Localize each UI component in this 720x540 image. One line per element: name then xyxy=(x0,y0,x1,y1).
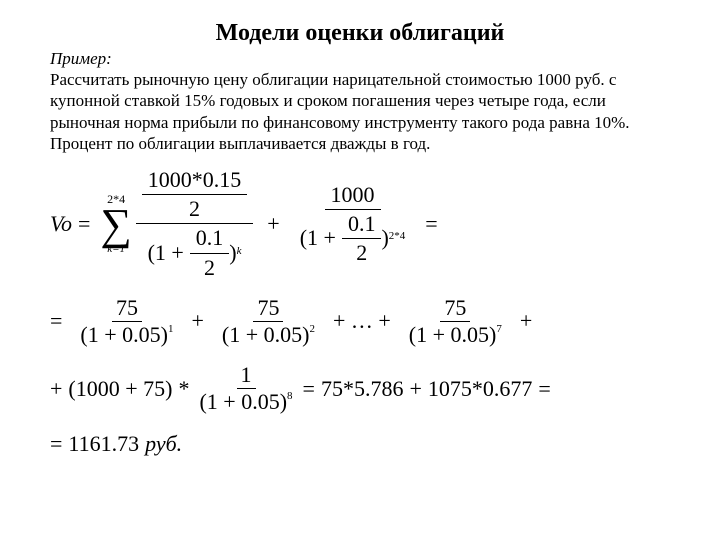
formula-row-2: = 75 (1 + 0.05)1 + 75 (1 + 0.05)2 + … + … xyxy=(50,296,670,347)
formula-row-3: + (1000 + 75) * 1 (1 + 0.05)8 = 75*5.786… xyxy=(50,363,670,414)
sigma-symbol: 2*4 ∑ k=1 xyxy=(100,193,131,256)
series-term-2: 75 (1 + 0.05)2 xyxy=(218,296,319,347)
page-title: Модели оценки облигаций xyxy=(50,20,670,47)
term1-num-bot: 2 xyxy=(183,195,206,221)
term2-fraction: 1000 (1 + 0.1 2 )2*4 xyxy=(294,183,412,266)
sigma-lower: k=1 xyxy=(107,244,125,255)
page: Модели оценки облигаций Пример: Рассчита… xyxy=(0,0,720,457)
term1-den-bot: 2 xyxy=(198,254,221,280)
formula-row-1: Vo = 2*4 ∑ k=1 1000*0.15 2 (1 + 0. xyxy=(50,168,670,280)
formula-block: Vo = 2*4 ∑ k=1 1000*0.15 2 (1 + 0. xyxy=(50,164,670,457)
series-term-1: 75 (1 + 0.05)1 xyxy=(76,296,177,347)
term1-den-top: 0.1 xyxy=(190,226,230,253)
series-term-7: 75 (1 + 0.05)7 xyxy=(405,296,506,347)
term2-num: 1000 xyxy=(325,183,381,210)
lhs-symbol: Vo xyxy=(50,211,72,237)
final-paren: (1000 + 75) xyxy=(68,376,172,402)
formula-row-result: = 1161.73 руб. xyxy=(50,431,670,457)
example-label: Пример: xyxy=(50,49,670,69)
term2-exp: 2*4 xyxy=(389,230,406,242)
term1-exp: k xyxy=(237,245,242,257)
term1-num-top: 1000*0.15 xyxy=(142,168,248,195)
term2-den-bot: 2 xyxy=(350,239,373,265)
result-value: 1161.73 xyxy=(68,431,139,457)
term2-den-top: 0.1 xyxy=(342,212,382,239)
problem-statement: Рассчитать рыночную цену облигации нариц… xyxy=(50,69,670,154)
term1-fraction: 1000*0.15 2 (1 + 0.1 2 )k xyxy=(136,168,254,280)
result-unit: руб. xyxy=(145,431,182,457)
rhs-term-b: 1075*0.677 xyxy=(428,376,533,402)
final-discount-fraction: 1 (1 + 0.05)8 xyxy=(195,363,296,414)
rhs-term-a: 75*5.786 xyxy=(321,376,404,402)
